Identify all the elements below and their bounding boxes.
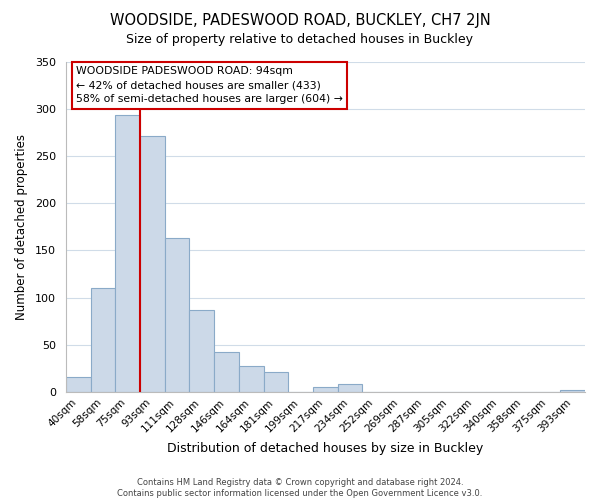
Bar [239,366,263,392]
Bar [190,310,214,392]
Bar [66,377,91,392]
Bar [263,372,289,392]
Bar [140,136,164,392]
X-axis label: Distribution of detached houses by size in Buckley: Distribution of detached houses by size … [167,442,484,455]
Text: WOODSIDE, PADESWOOD ROAD, BUCKLEY, CH7 2JN: WOODSIDE, PADESWOOD ROAD, BUCKLEY, CH7 2… [110,12,490,28]
Y-axis label: Number of detached properties: Number of detached properties [15,134,28,320]
Bar [214,352,239,392]
Bar [313,387,338,392]
Bar [560,390,585,392]
Bar [115,116,140,392]
Bar [338,384,362,392]
Bar [164,238,190,392]
Bar [91,288,115,392]
Text: Size of property relative to detached houses in Buckley: Size of property relative to detached ho… [127,32,473,46]
Text: WOODSIDE PADESWOOD ROAD: 94sqm
← 42% of detached houses are smaller (433)
58% of: WOODSIDE PADESWOOD ROAD: 94sqm ← 42% of … [76,66,343,104]
Text: Contains HM Land Registry data © Crown copyright and database right 2024.
Contai: Contains HM Land Registry data © Crown c… [118,478,482,498]
